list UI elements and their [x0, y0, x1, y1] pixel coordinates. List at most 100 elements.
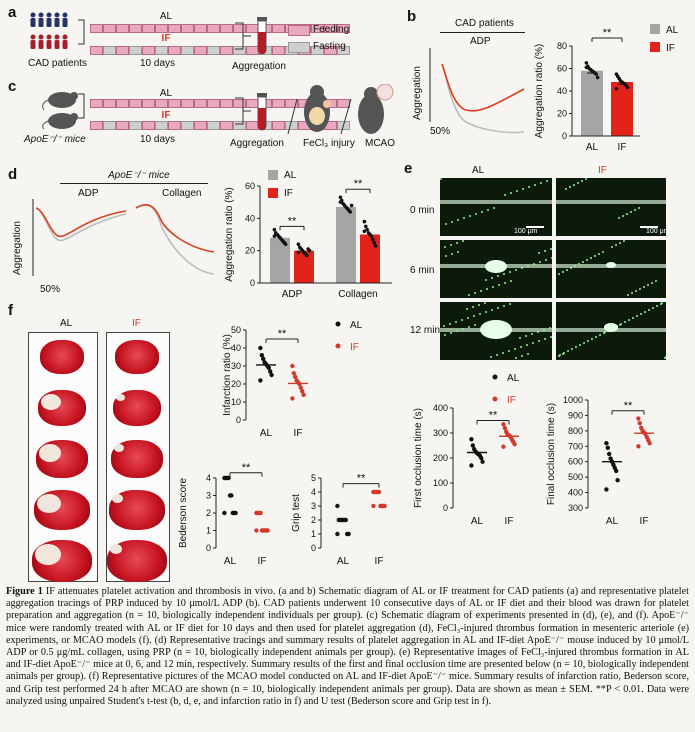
a-al-label: AL: [159, 11, 173, 22]
chart-f-bederson: 0 1 2 3 4 Bederson score AL IF **: [178, 462, 270, 567]
fluorescence-dot: [636, 315, 638, 317]
fluorescence-dot: [595, 336, 597, 338]
b-ylabel: Aggregation: [412, 66, 423, 120]
fluorescence-dot: [492, 286, 494, 288]
timeline-al: [90, 24, 350, 33]
fluorescence-dot: [502, 352, 504, 354]
timeline-segment: [90, 46, 103, 55]
data-point: [348, 210, 352, 214]
fluorescence-dot: [565, 188, 567, 190]
data-point: [338, 195, 343, 200]
timeline-fast-segment: [233, 46, 246, 55]
x-tick-label: IF: [294, 428, 303, 439]
scalebar-label-al: 100 μm: [514, 228, 538, 235]
fluorescence-dot: [474, 292, 476, 294]
e-col-al: AL: [472, 165, 485, 176]
y-tick-label: 1: [206, 526, 211, 536]
data-point: [301, 392, 306, 397]
panel-label-f: f: [8, 302, 13, 319]
fluorescence-dot: [455, 321, 457, 323]
fluorescence-dot: [634, 209, 636, 211]
timeline-fast-segment: [103, 46, 116, 55]
y-tick-label: 400: [568, 488, 583, 498]
data-point: [636, 416, 641, 421]
timeline-segment: [103, 99, 116, 108]
data-point: [615, 478, 620, 483]
bar: [611, 82, 633, 136]
data-point: [305, 253, 309, 258]
c-subjects: ApoE⁻/⁻ mice: [24, 134, 86, 145]
fluorescence-dot: [585, 178, 587, 180]
fluorescence-dot: [515, 269, 517, 271]
fluorescence-dot: [445, 255, 447, 257]
timeline-segment: [168, 121, 181, 130]
fasting-swatch: [288, 42, 310, 53]
a-subjects: CAD patients: [28, 58, 87, 69]
fluorescence-dot: [640, 313, 642, 315]
bar: [360, 234, 380, 283]
fluorescence-dot: [451, 253, 453, 255]
fluorescence-dot: [531, 333, 533, 335]
f-col-al: AL: [60, 318, 73, 329]
legend-swatch: [650, 24, 660, 34]
fluorescence-dot: [631, 292, 633, 294]
timeline-segment: [155, 24, 168, 33]
fluorescence-dot: [627, 294, 629, 296]
data-point: [258, 345, 263, 351]
data-point: [222, 510, 227, 516]
brain-slice: [38, 390, 86, 426]
data-point: [362, 219, 367, 224]
data-point: [229, 493, 234, 498]
fluorescence-dot: [562, 353, 564, 355]
fluorescence-dot: [570, 267, 572, 269]
timeline-segment: [272, 46, 285, 55]
f-col-if: IF: [132, 318, 141, 329]
timeline-segment: [311, 24, 324, 33]
fluorescence-dot: [504, 194, 506, 196]
y-tick-label: 500: [568, 472, 583, 482]
legend-dot: [492, 374, 498, 380]
y-tick-label: 0: [250, 278, 255, 288]
data-point: [349, 203, 354, 208]
fluorescence-dot: [623, 240, 625, 242]
data-point: [300, 389, 305, 394]
fluorescence-dot: [510, 280, 512, 282]
b-header-line: [440, 32, 525, 33]
chart-b-aggregation-ratio: 0 20 40 60 80 Aggregation ratio (%) AL IF ** AL IF: [534, 24, 679, 153]
y-tick-label: 300: [568, 503, 583, 513]
fluorescence-dot: [620, 323, 622, 325]
y-tick-label: 400: [433, 403, 448, 413]
data-point: [335, 531, 340, 537]
fluorescence-dot: [497, 275, 499, 277]
data-point: [343, 517, 348, 523]
y-tick-label: 20: [231, 379, 241, 389]
fluorescence-dot: [574, 265, 576, 267]
fluorescence-dot: [544, 338, 546, 340]
fluorescence-dot: [578, 263, 580, 265]
data-point: [373, 244, 378, 248]
fluorescence-dot: [652, 307, 654, 309]
data-point: [261, 356, 266, 361]
fluorescence-dot: [509, 271, 511, 273]
data-point: [296, 242, 301, 246]
fluorescence-dot: [485, 279, 487, 281]
brain-slice: [32, 540, 92, 582]
fluorescence-dot: [655, 280, 657, 282]
microscopy-image: [556, 302, 666, 360]
fluorescence-dot: [651, 282, 653, 284]
timeline-segment: [220, 24, 233, 33]
fluorescence-dot: [461, 319, 463, 321]
brain-slice: [113, 390, 161, 426]
data-point: [605, 445, 610, 451]
x-tick-label: AL: [337, 556, 350, 567]
fluorescence-dot: [469, 215, 471, 217]
fluorescence-dot: [664, 357, 666, 359]
fluorescence-dot: [532, 342, 534, 344]
panel-label-a: a: [8, 4, 17, 21]
brain-slice: [34, 490, 90, 530]
e-time-12: 12 min: [410, 325, 441, 336]
fluorescence-dot: [619, 242, 621, 244]
fluorescence-dot: [527, 353, 529, 355]
fluorescence-dot: [484, 302, 486, 304]
